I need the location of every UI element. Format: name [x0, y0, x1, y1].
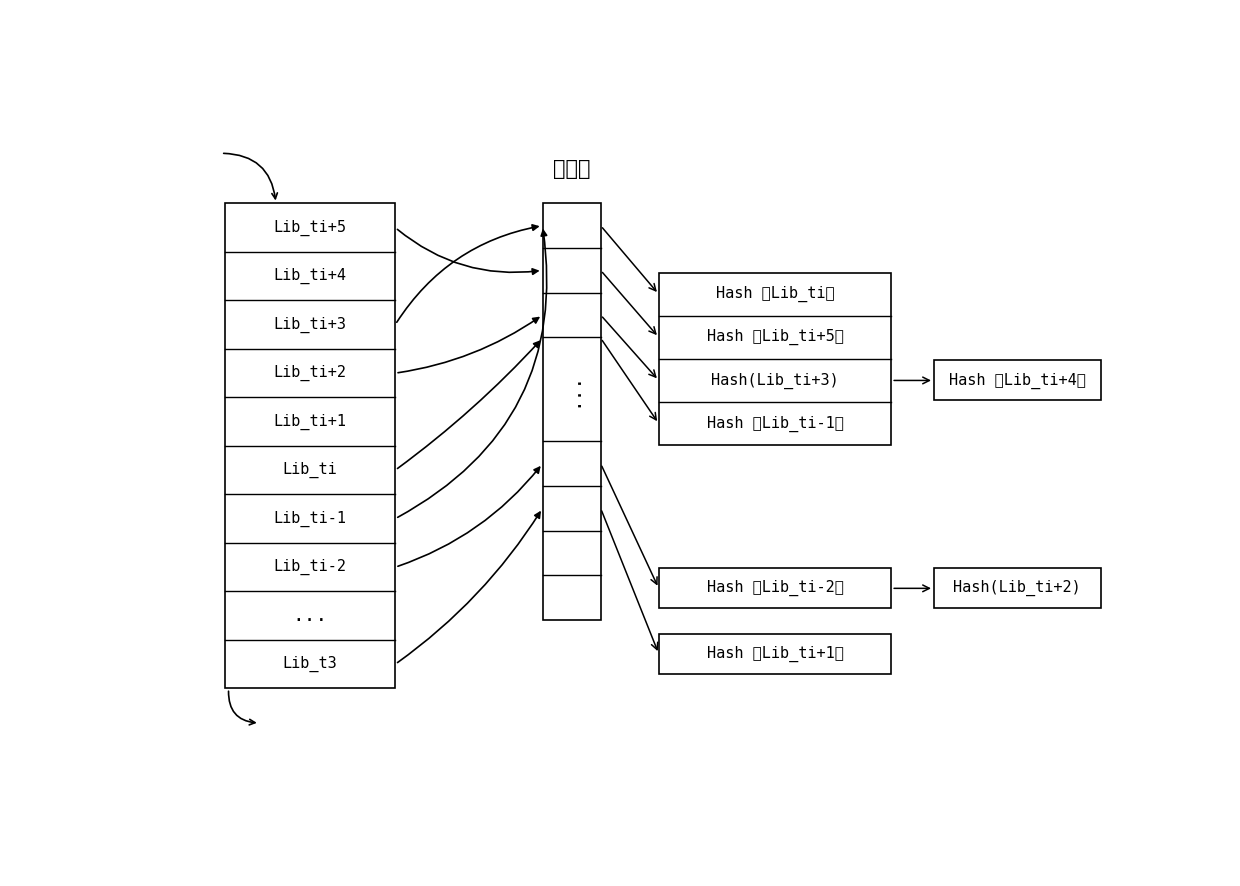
- Text: Hash （Lib_ti）: Hash （Lib_ti）: [715, 286, 835, 302]
- Text: Hash(Lib_ti+3): Hash(Lib_ti+3): [711, 372, 839, 389]
- FancyArrowPatch shape: [398, 341, 539, 469]
- Bar: [658, 273, 892, 445]
- Text: Hash （Lib_ti+4）: Hash （Lib_ti+4）: [949, 372, 1086, 389]
- Text: Hash （Lib_ti+5）: Hash （Lib_ti+5）: [707, 330, 843, 346]
- Text: Lib_ti+1: Lib_ti+1: [274, 414, 346, 430]
- Text: 哈希表: 哈希表: [553, 159, 590, 179]
- Text: Lib_ti+3: Lib_ti+3: [274, 316, 346, 333]
- Text: Lib_ti-1: Lib_ti-1: [274, 510, 346, 527]
- FancyArrowPatch shape: [398, 230, 547, 517]
- Text: Hash （Lib_ti-2）: Hash （Lib_ti-2）: [707, 580, 843, 596]
- Bar: [543, 204, 600, 620]
- Text: Hash(Lib_ti+2): Hash(Lib_ti+2): [954, 580, 1081, 596]
- Text: Lib_ti+5: Lib_ti+5: [274, 220, 346, 236]
- Text: Lib_ti+4: Lib_ti+4: [274, 268, 346, 284]
- FancyArrowPatch shape: [398, 467, 539, 566]
- Text: Lib_ti: Lib_ti: [283, 462, 337, 478]
- Text: Hash （Lib_ti+1）: Hash （Lib_ti+1）: [707, 646, 843, 662]
- Bar: [224, 204, 396, 688]
- Bar: [658, 633, 892, 674]
- FancyArrowPatch shape: [397, 229, 538, 275]
- FancyArrowPatch shape: [398, 512, 541, 663]
- Text: Hash （Lib_ti-1）: Hash （Lib_ti-1）: [707, 416, 843, 431]
- Text: Lib_t3: Lib_t3: [283, 657, 337, 672]
- Bar: [934, 568, 1101, 609]
- Text: ...: ...: [293, 606, 327, 626]
- FancyArrowPatch shape: [398, 318, 538, 373]
- Text: ...: ...: [562, 371, 582, 407]
- Bar: [658, 568, 892, 609]
- FancyArrowPatch shape: [397, 225, 538, 323]
- Text: Lib_ti-2: Lib_ti-2: [274, 559, 346, 575]
- Text: Lib_ti+2: Lib_ti+2: [274, 365, 346, 381]
- Bar: [934, 361, 1101, 400]
